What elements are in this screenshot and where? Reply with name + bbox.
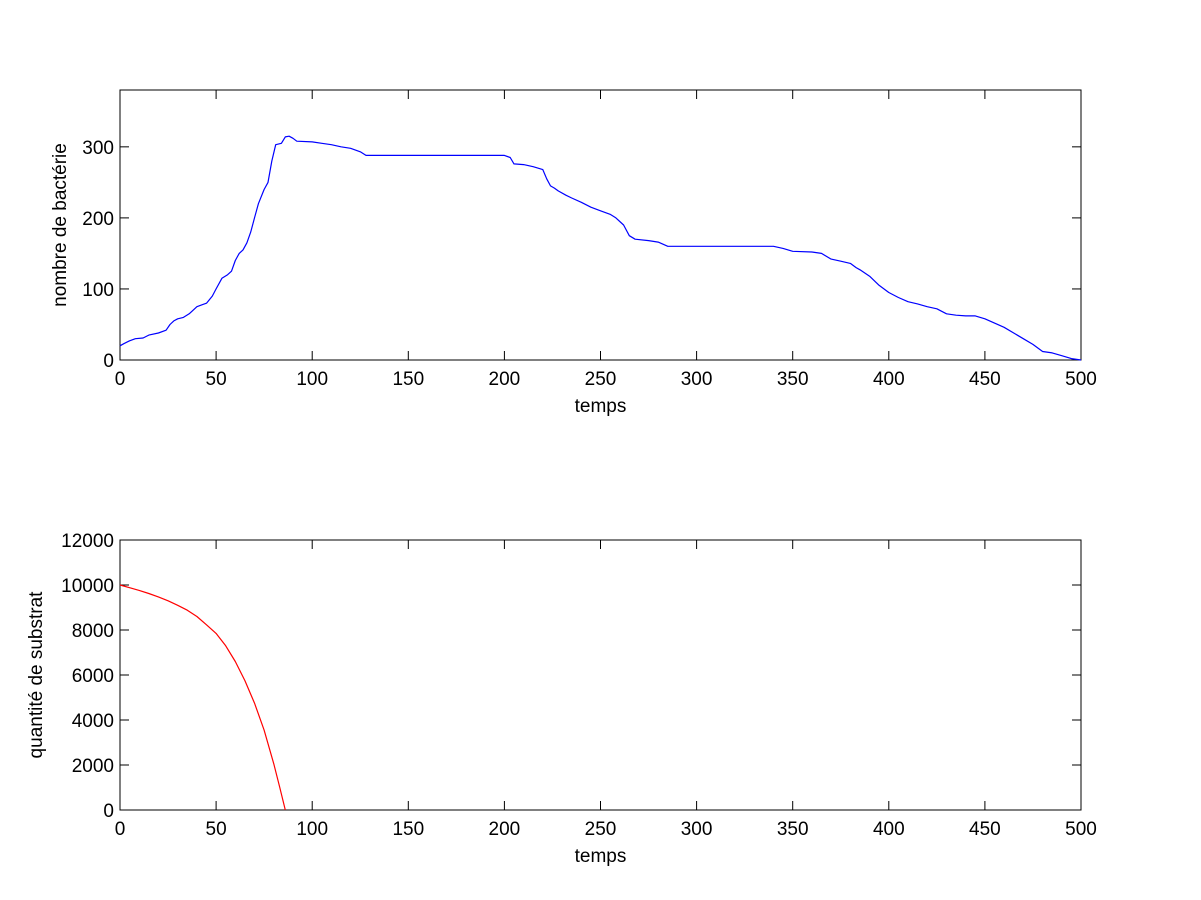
bacteria-axes-frame xyxy=(119,89,1082,361)
substrate-x-tick-label: 350 xyxy=(777,819,809,840)
substrate-y-tick-label: 10000 xyxy=(61,576,114,597)
bacteria-y-tick-label: 200 xyxy=(82,209,114,230)
substrate-x-tick-label: 400 xyxy=(873,819,905,840)
bacteria-x-tick-label: 300 xyxy=(681,369,713,390)
bacteria-x-tick-label: 450 xyxy=(969,369,1001,390)
substrate-y-tick-label: 8000 xyxy=(72,621,114,642)
substrate-x-tick-label: 300 xyxy=(681,819,713,840)
substrate-y-axis-label: quantité de substrat xyxy=(26,591,47,759)
substrate-y-tick-label: 6000 xyxy=(72,666,114,687)
bacteria-x-axis-label: temps xyxy=(575,396,627,417)
bacteria-x-tick-label: 400 xyxy=(873,369,905,390)
substrate-x-tick-label: 150 xyxy=(392,819,424,840)
substrate-x-tick-label: 500 xyxy=(1065,819,1097,840)
substrate-y-tick-label: 4000 xyxy=(72,711,114,732)
bacteria-subplot: 0 50 100 150 200 250 300 350 400 450 500 0 100 200 300… xyxy=(50,89,1097,417)
bacteria-x-tick-label: 200 xyxy=(489,369,521,390)
bacteria-y-tick-label: 0 xyxy=(103,351,114,372)
bacteria-x-tick-label: 0 xyxy=(115,369,126,390)
bacteria-y-axis-label: nombre de bactérie xyxy=(50,143,71,307)
bacteria-y-tick-label: 100 xyxy=(82,280,114,301)
substrate-x-axis-label: temps xyxy=(575,846,627,867)
substrate-series-line xyxy=(119,584,286,811)
substrate-x-tick-label: 50 xyxy=(206,819,227,840)
substrate-x-tick-label: 450 xyxy=(969,819,1001,840)
bacteria-x-tick-label: 100 xyxy=(296,369,328,390)
bacteria-x-tick-label: 500 xyxy=(1065,369,1097,390)
substrate-x-tick-label: 100 xyxy=(296,819,328,840)
bacteria-x-tick-label: 250 xyxy=(585,369,617,390)
substrate-x-tick-label: 0 xyxy=(115,819,126,840)
substrate-subplot: 0 50 100 150 200 250 300 350 400 450 500 0 2000 4000 6… xyxy=(26,531,1097,867)
bacteria-series-line xyxy=(119,135,1082,361)
bacteria-x-tick-label: 50 xyxy=(206,369,227,390)
substrate-y-tick-label: 12000 xyxy=(61,531,114,552)
substrate-y-tick-label: 2000 xyxy=(72,756,114,777)
bacteria-x-tick-label: 150 xyxy=(392,369,424,390)
substrate-y-tick-label: 0 xyxy=(103,801,114,822)
substrate-x-tick-label: 200 xyxy=(489,819,521,840)
substrate-x-tick-label: 250 xyxy=(585,819,617,840)
substrate-axes-frame xyxy=(119,539,1082,811)
bacteria-x-tick-label: 350 xyxy=(777,369,809,390)
bacteria-y-tick-label: 300 xyxy=(82,138,114,159)
